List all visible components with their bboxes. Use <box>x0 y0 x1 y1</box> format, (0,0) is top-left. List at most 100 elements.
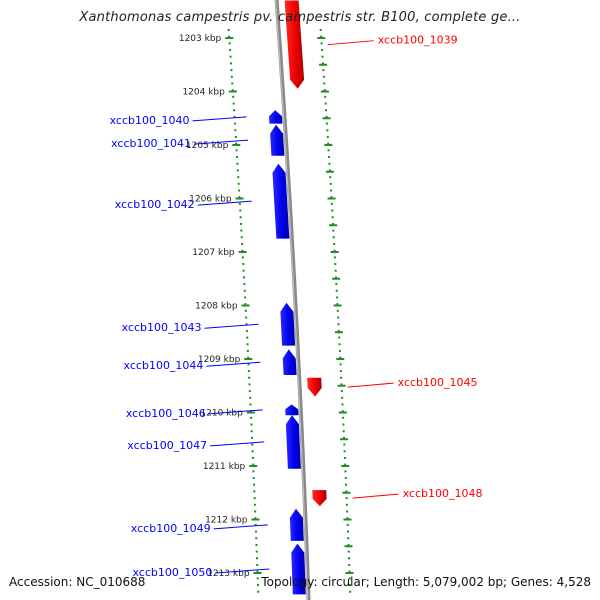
tick-dot <box>253 497 256 500</box>
tick-dot <box>244 296 247 299</box>
tick-dot <box>237 176 240 179</box>
gene-xccb100_1042[interactable] <box>272 163 290 239</box>
tick-dot <box>337 329 340 332</box>
gene-label[interactable]: xccb100_1041 <box>111 137 191 150</box>
tick-dot <box>242 269 245 272</box>
tick-dot <box>238 189 241 192</box>
tick-dot <box>242 263 245 266</box>
gene-label-xccb100_1043[interactable]: xccb100_1043 <box>122 321 259 334</box>
backbone-layer <box>274 0 311 600</box>
gene-xccb100_1045[interactable] <box>307 377 322 397</box>
gene-label[interactable]: xccb100_1043 <box>122 321 202 334</box>
gene-label[interactable]: xccb100_1040 <box>110 114 190 127</box>
gene-label[interactable]: xccb100_1044 <box>124 359 204 372</box>
gene-xccb100_1047[interactable] <box>285 415 301 469</box>
gene-label[interactable]: xccb100_1042 <box>115 198 195 211</box>
tick-dot <box>256 570 259 573</box>
tick-dot <box>324 102 327 105</box>
gene-label-xccb100_1050[interactable]: xccb100_1050 <box>132 566 270 579</box>
leader-line <box>213 524 268 530</box>
gene-label-xccb100_1047[interactable]: xccb100_1047 <box>127 439 265 452</box>
tick-dot <box>230 69 233 72</box>
gene-label-xccb100_1049[interactable]: xccb100_1049 <box>131 522 268 535</box>
tick-dot <box>255 537 258 540</box>
gene-label-xccb100_1041[interactable]: xccb100_1041 <box>111 137 249 150</box>
gene-label-xccb100_1042[interactable]: xccb100_1042 <box>115 198 252 211</box>
gene-arrow[interactable] <box>289 508 304 541</box>
gene-xccb100_1049[interactable] <box>289 508 304 541</box>
gene-xccb100_1041[interactable] <box>270 124 285 156</box>
leader-line <box>327 40 374 46</box>
tick-dot <box>328 156 331 159</box>
tick-dot <box>249 403 252 406</box>
tick-dot <box>339 363 342 366</box>
gene-xccb100_1048[interactable] <box>312 490 327 507</box>
gene-xccb100_1046[interactable] <box>285 404 299 416</box>
tick-label: 1211 kbp <box>203 462 246 472</box>
gene-label-xccb100_1040[interactable]: xccb100_1040 <box>110 114 247 127</box>
gene-arrow[interactable] <box>307 377 322 397</box>
tick-dot <box>336 296 339 299</box>
gene-arrow[interactable] <box>282 349 297 375</box>
gene-xccb100_1044[interactable] <box>282 349 297 375</box>
gene-arrow[interactable] <box>285 415 301 469</box>
tick-dot <box>330 202 333 205</box>
tick-dot <box>346 510 349 513</box>
tick-dot <box>248 390 251 393</box>
tick-dot <box>238 202 241 205</box>
gene-label-xccb100_1048[interactable]: xccb100_1048 <box>352 487 483 500</box>
tick-dot <box>243 289 246 292</box>
gene-label-xccb100_1039[interactable]: xccb100_1039 <box>327 34 458 47</box>
gene-arrow[interactable] <box>285 404 299 416</box>
tick-dot <box>256 584 259 587</box>
leader-line <box>206 361 261 367</box>
tick-dot <box>247 370 250 373</box>
tick-dot <box>331 209 334 212</box>
tick-dot <box>349 590 352 593</box>
gene-xccb100_1040[interactable] <box>269 110 283 124</box>
tick-dot <box>229 49 232 52</box>
tick-dot <box>340 383 343 386</box>
gene-label[interactable]: xccb100_1050 <box>132 566 212 579</box>
gene-xccb100_1039[interactable] <box>284 0 305 89</box>
tick-label: 1210 kbp <box>200 409 243 419</box>
tick-dot <box>234 135 237 138</box>
gene-arrow[interactable] <box>284 0 305 89</box>
tick-dot <box>335 283 338 286</box>
gene-label[interactable]: xccb100_1045 <box>398 376 478 389</box>
tick-dot <box>247 363 250 366</box>
gene-xccb100_1043[interactable] <box>280 302 296 346</box>
tick-dot <box>231 89 234 92</box>
gene-label[interactable]: xccb100_1048 <box>403 487 483 500</box>
gene-arrow[interactable] <box>272 163 290 239</box>
tick-dot <box>333 249 336 252</box>
gene-label[interactable]: xccb100_1039 <box>378 34 458 47</box>
gene-labels-layer: xccb100_1039 xccb100_1040 xccb100_1041xccb… <box>110 34 483 579</box>
gene-xccb100_1050[interactable] <box>291 543 306 595</box>
tick-label: 1207 kbp <box>192 248 235 258</box>
tick-dot <box>241 242 244 245</box>
gene-label-xccb100_1045[interactable]: xccb100_1045 <box>347 376 478 389</box>
tick-dot <box>338 343 341 346</box>
tick-dot <box>251 450 254 453</box>
gene-label[interactable]: xccb100_1047 <box>127 439 207 452</box>
tick-dot <box>341 403 344 406</box>
gene-label[interactable]: xccb100_1046 <box>126 407 206 420</box>
tick-dot <box>234 129 237 132</box>
gene-label[interactable]: xccb100_1049 <box>131 522 211 535</box>
gene-arrow[interactable] <box>270 124 285 156</box>
tick-dot <box>251 456 254 459</box>
tick-dot <box>235 142 238 145</box>
gene-arrow[interactable] <box>291 543 306 595</box>
tick-dot <box>255 557 258 560</box>
gene-arrow[interactable] <box>280 302 296 346</box>
tick-dot <box>344 477 347 480</box>
tick-dot <box>327 142 330 145</box>
gene-arrow[interactable] <box>269 110 283 124</box>
tick-dot <box>254 523 257 526</box>
gene-label-xccb100_1046[interactable]: xccb100_1046 <box>126 407 263 420</box>
gene-label-xccb100_1044[interactable]: xccb100_1044 <box>124 359 261 372</box>
leader-line <box>352 493 399 499</box>
tick-dot <box>256 563 259 566</box>
gene-arrow[interactable] <box>312 490 327 507</box>
